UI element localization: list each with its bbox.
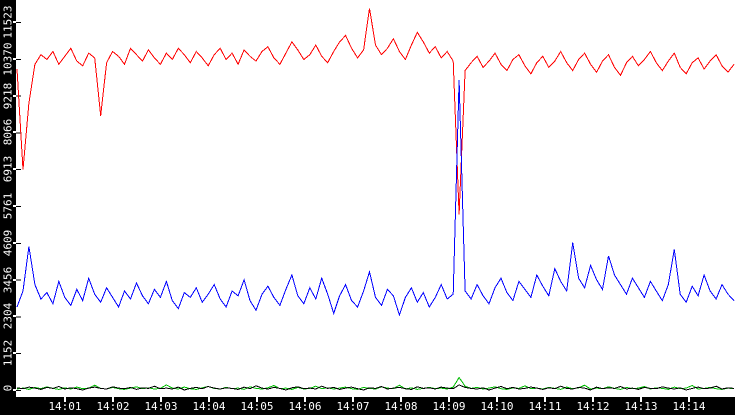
x-tick-label: 14:14 — [672, 400, 706, 413]
x-tick-label: 14:13 — [624, 400, 658, 413]
y-tick-label: 10370 — [1, 42, 15, 76]
y-tick-notch — [13, 94, 16, 97]
x-tick-notch — [160, 397, 162, 402]
y-tick-notch — [13, 57, 16, 60]
y-tick-label: 4609 — [1, 229, 15, 257]
y-tick-notch — [13, 278, 16, 281]
y-axis: 0 1152 2304 3456 4609 5761 6913 8066 9218 10370 11… — [0, 0, 16, 415]
x-tick-notch — [64, 397, 66, 402]
x-tick-label: 14:07 — [336, 400, 370, 413]
x-tick-notch — [352, 397, 354, 402]
x-tick-label: 14:12 — [576, 400, 610, 413]
y-tick-label: 9218 — [1, 82, 15, 109]
x-tick-label: 14:08 — [384, 400, 418, 413]
x-tick-notch — [256, 397, 258, 402]
x-tick-notch — [496, 397, 498, 402]
x-tick-label: 14:03 — [144, 400, 178, 413]
y-tick-notch — [13, 315, 16, 318]
blue-series-line — [16, 80, 735, 317]
x-tick-notch — [304, 397, 306, 402]
y-tick-notch — [13, 21, 16, 23]
x-tick-label: 14:09 — [432, 400, 466, 413]
x-tick-notch — [592, 397, 594, 402]
x-tick-notch — [112, 397, 114, 402]
y-tick-notch — [13, 131, 16, 134]
y-tick-label: 6913 — [1, 155, 15, 183]
y-tick-notch — [13, 389, 16, 391]
x-tick-notch — [640, 397, 642, 402]
x-axis: 14:01 14:02 14:03 14:04 14:05 14:06 14:07 14:08… — [0, 397, 735, 415]
plot-area — [16, 0, 735, 397]
x-tick-label: 14:02 — [96, 400, 130, 413]
x-tick-label: 14:04 — [192, 400, 226, 413]
x-tick-notch — [688, 397, 690, 402]
x-tick-label: 14:01 — [48, 400, 82, 413]
x-tick-label: 14:05 — [240, 400, 274, 413]
y-tick-label: 2304 — [1, 303, 15, 330]
y-tick-notch — [13, 241, 16, 244]
x-tick-notch — [544, 397, 546, 402]
red-series-line — [16, 8, 735, 215]
y-tick-label: 3456 — [1, 266, 15, 293]
y-tick-label: 0 — [1, 384, 15, 391]
green-series-line — [16, 376, 735, 390]
y-tick-notch — [13, 205, 16, 208]
chart-canvas — [16, 8, 735, 391]
x-tick-label: 14:06 — [288, 400, 322, 413]
y-tick-label: 8066 — [1, 119, 15, 146]
y-tick-notch — [13, 352, 16, 355]
y-tick-label: 5761 — [1, 192, 15, 220]
black-series-line — [16, 384, 735, 391]
y-tick-label: 1152 — [1, 339, 15, 367]
x-tick-notch — [208, 397, 210, 402]
x-tick-label: 14:11 — [528, 400, 562, 413]
y-tick-label: 11523 — [1, 5, 15, 39]
x-tick-notch — [400, 397, 402, 402]
x-tick-label: 14:10 — [480, 400, 514, 413]
y-tick-notch — [13, 168, 16, 171]
x-tick-notch — [448, 397, 450, 402]
